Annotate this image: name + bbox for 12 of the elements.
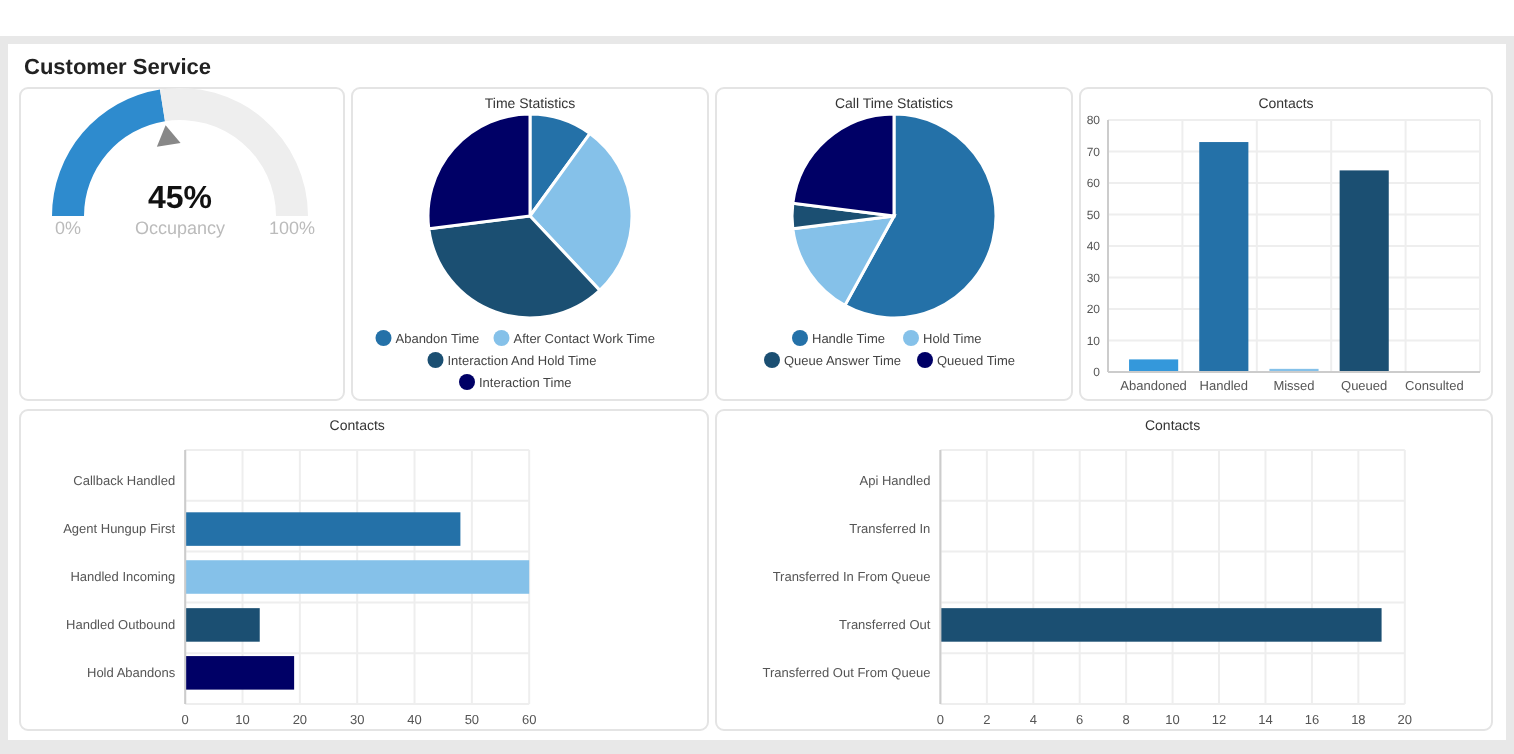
bar bbox=[1129, 359, 1179, 372]
text: 100% bbox=[268, 218, 316, 238]
chart-title: Customer Service bbox=[24, 56, 212, 80]
text: 0% bbox=[54, 218, 82, 238]
bar bbox=[1339, 170, 1389, 372]
data-label: 45% bbox=[147, 182, 213, 216]
bar bbox=[185, 560, 530, 594]
bar bbox=[1199, 142, 1249, 372]
bar bbox=[185, 656, 295, 690]
bar bbox=[185, 608, 260, 642]
bar bbox=[185, 512, 461, 546]
slice-label: Occupancy bbox=[134, 218, 227, 238]
